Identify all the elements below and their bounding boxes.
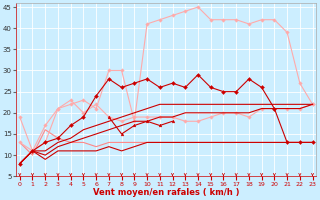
X-axis label: Vent moyen/en rafales ( km/h ): Vent moyen/en rafales ( km/h ): [93, 188, 239, 197]
